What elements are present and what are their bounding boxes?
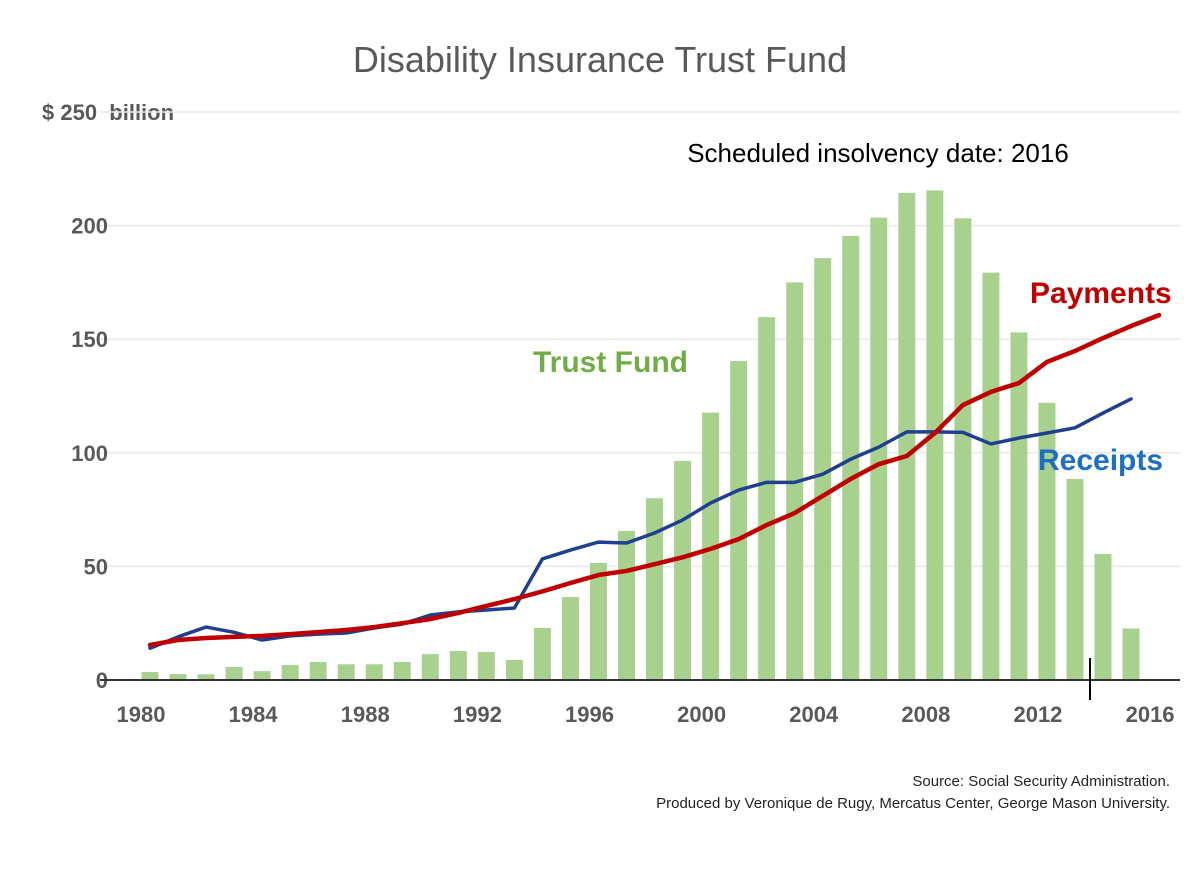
trust-fund-bar [393,662,411,680]
trust-fund-bars [141,190,1140,681]
trust-fund-bar [1038,402,1056,680]
trust-fund-bar [421,654,439,680]
y-tick-label: 100 [71,441,108,466]
trust-fund-bar [702,412,720,680]
x-tick-label: 1996 [565,702,614,727]
trust-fund-bar [730,361,748,680]
x-tick-label: 1980 [117,702,166,727]
credit-note: Produced by Veronique de Rugy, Mercatus … [656,795,1170,812]
trust-fund-bar [225,667,243,680]
gridlines [100,111,1180,568]
trust-fund-label: Trust Fund [533,346,688,379]
trust-fund-bar [365,664,383,680]
x-ticks: 1980 1984 1988 1992 1996 2000 2004 2008 2012 2016 [117,702,1175,727]
trust-fund-bar [505,660,523,680]
trust-fund-bar [169,674,187,680]
payments-line [147,312,1162,648]
x-tick-label: 2016 [1126,702,1175,727]
lines [147,312,1162,650]
trust-fund-bar [337,664,355,680]
y-tick-label: 150 [71,327,108,352]
trust-fund-bar [982,272,1000,680]
trust-fund-bar [1010,332,1028,680]
trust-fund-bar [898,192,916,681]
trust-fund-bar [281,665,299,680]
y-tick-label: 200 [71,214,108,239]
trust-fund-bar [533,627,551,680]
trust-fund-bar [758,317,776,680]
trust-fund-bar [253,671,271,680]
trust-fund-bar [954,218,972,681]
trust-fund-bar [141,672,159,680]
receipts-label: Receipts [1038,444,1163,477]
x-tick-label: 2004 [789,702,839,727]
trust-fund-bar [309,662,327,680]
trust-fund-bar [814,258,832,680]
trust-fund-bar [589,562,607,680]
trust-fund-bar [1094,553,1112,680]
trust-fund-bar [674,460,692,680]
x-tick-label: 1984 [229,702,279,727]
x-tick-label: 2008 [901,702,950,727]
trust-fund-bar [1122,628,1140,680]
x-tick-label: 1992 [453,702,502,727]
x-tick-label: 1988 [341,702,390,727]
trust-fund-bar [618,530,636,680]
chart-title: Disability Insurance Trust Fund [353,39,847,80]
payments-label: Payments [1030,277,1172,310]
source-note: Source: Social Security Administration. [912,773,1170,790]
y-tick-label: 50 [84,554,108,579]
x-tick-label: 2000 [677,702,726,727]
x-tick-label: 2012 [1013,702,1062,727]
trust-fund-bar [449,650,467,680]
trust-fund-bar [197,674,215,680]
trust-fund-bar [646,498,664,680]
trust-fund-bar [1066,478,1084,680]
trust-fund-bar [561,597,579,680]
insolvency-annotation: Scheduled insolvency date: 2016 [687,138,1069,168]
trust-fund-bar [477,652,495,680]
